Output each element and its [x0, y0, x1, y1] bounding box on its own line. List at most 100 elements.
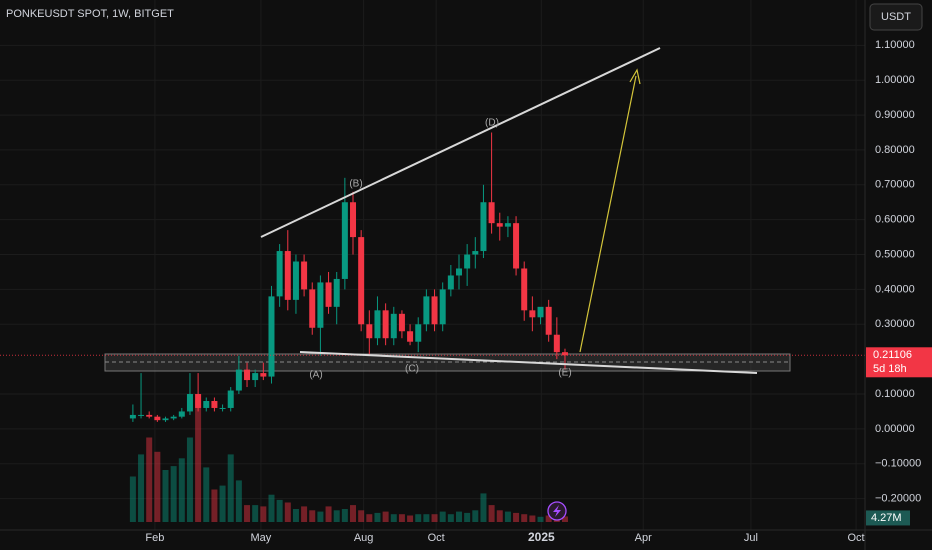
- candle-body: [186, 394, 193, 412]
- candle-body: [252, 373, 259, 381]
- volume-bar: [447, 514, 454, 522]
- candle-body: [268, 296, 275, 377]
- candle-body: [472, 251, 479, 255]
- candle-layer: [0, 132, 865, 422]
- candle-body: [358, 237, 365, 325]
- volume-layer: [129, 399, 568, 522]
- y-tick-label: −0.10000: [875, 458, 921, 470]
- currency-button[interactable]: [869, 3, 923, 31]
- volume-bar: [358, 510, 365, 522]
- wave-label: (D): [485, 118, 499, 129]
- volume-bar: [407, 515, 414, 522]
- volume-bar: [529, 515, 536, 522]
- candle-body: [195, 394, 202, 408]
- volume-bar: [178, 458, 185, 522]
- volume-bar: [138, 454, 145, 522]
- candle-body: [146, 414, 153, 417]
- candle-body: [284, 251, 291, 300]
- candle-body: [390, 313, 397, 339]
- wave-label: (C): [405, 364, 419, 375]
- volume-tag-label: 4.27M: [871, 512, 902, 524]
- candle-body: [227, 390, 234, 408]
- x-tick-label: 2025: [528, 530, 555, 544]
- x-tick-label: Jul: [744, 532, 758, 544]
- candle-body: [455, 268, 462, 276]
- candle-body: [504, 223, 511, 227]
- volume-bar: [227, 454, 234, 522]
- y-tick-label: 0.80000: [875, 144, 915, 156]
- candle-body: [561, 352, 568, 356]
- volume-bar: [203, 467, 210, 522]
- candle-body: [244, 369, 251, 381]
- candle-body: [309, 289, 316, 328]
- x-tick-label: Oct: [428, 532, 445, 544]
- candle-body: [260, 373, 267, 377]
- candle-body: [496, 223, 503, 227]
- candle-body: [350, 202, 357, 238]
- candle-body: [178, 411, 185, 417]
- candle-body: [170, 416, 177, 419]
- volume-bar: [415, 514, 422, 522]
- volume-bar: [382, 511, 389, 522]
- candle-body: [439, 289, 446, 325]
- candle-body: [129, 414, 136, 419]
- currency-label[interactable]: USDT: [881, 11, 911, 23]
- volume-bar: [390, 514, 397, 522]
- volume-bar: [561, 516, 568, 522]
- candle-body: [407, 331, 414, 342]
- candle-body: [366, 324, 373, 339]
- candle-body: [317, 282, 324, 328]
- volume-bar: [496, 510, 503, 522]
- y-tick-label: 0.70000: [875, 179, 915, 191]
- volume-bar: [480, 493, 487, 522]
- candle-body: [333, 278, 340, 307]
- volume-bar: [162, 470, 169, 522]
- y-tick-label: 0.10000: [875, 388, 915, 400]
- target-arrow: [579, 75, 637, 353]
- candle-body: [488, 202, 495, 224]
- volume-bar: [431, 514, 438, 522]
- volume-bar: [260, 506, 267, 522]
- volume-bar: [146, 437, 153, 522]
- candle-body: [423, 296, 430, 325]
- axes: 1.10000 1.00000 0.90000 0.80000 0.70000 0.600…: [145, 39, 932, 544]
- volume-bar: [235, 480, 242, 522]
- candle-body: [235, 369, 242, 391]
- grid: [0, 0, 865, 530]
- price-tag: [866, 347, 932, 378]
- volume-bar: [170, 466, 177, 522]
- lightning: [553, 505, 561, 517]
- volume-bar: [129, 476, 136, 522]
- candle-body: [211, 400, 218, 408]
- lower-trendline: [299, 351, 758, 374]
- volume-bar: [341, 509, 348, 522]
- volume-bar: [488, 505, 495, 522]
- volume-bar: [513, 512, 520, 522]
- volume-bar: [423, 514, 430, 522]
- candle-body: [415, 324, 422, 342]
- volume-bar: [268, 494, 275, 522]
- volume-bar: [219, 485, 226, 522]
- volume-bar: [333, 510, 340, 522]
- candle-body: [301, 261, 308, 290]
- candle-body: [537, 306, 544, 318]
- volume-bar: [398, 514, 405, 522]
- volume-bar: [504, 511, 511, 522]
- volume-bar: [186, 437, 193, 522]
- candle-body: [374, 310, 381, 339]
- volume-bar: [317, 511, 324, 522]
- y-tick-label: 0.90000: [875, 109, 915, 121]
- candle-body: [464, 254, 471, 269]
- candle-body: [341, 202, 348, 279]
- candle-body: [521, 268, 528, 311]
- volume-bar: [301, 506, 308, 522]
- wave-label: (A): [309, 370, 322, 381]
- y-tick-label: 0.40000: [875, 283, 915, 295]
- volume-bar: [545, 515, 552, 522]
- y-tick-label: −0.20000: [875, 493, 921, 505]
- wave-label: (E): [558, 368, 571, 379]
- candle-body: [325, 282, 332, 307]
- volume-bar: [284, 502, 291, 522]
